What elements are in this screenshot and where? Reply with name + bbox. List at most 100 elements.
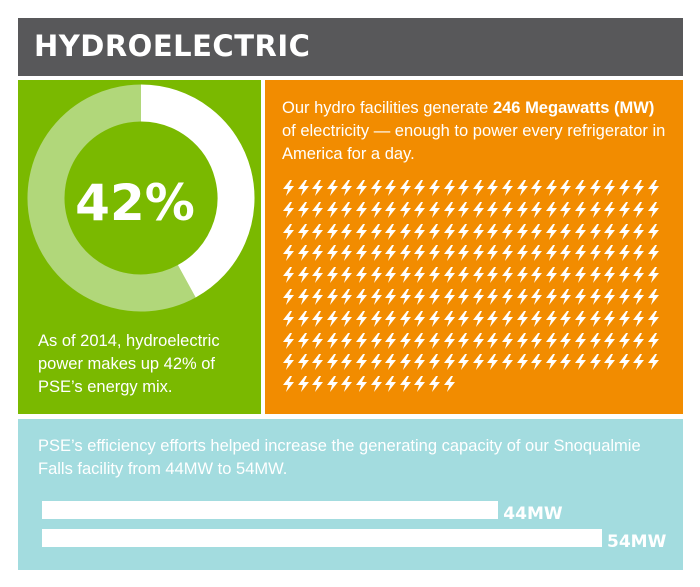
share-caption: As of 2014, hydroelectric power makes up… bbox=[38, 332, 220, 396]
lightning-bolt-icon bbox=[545, 180, 557, 196]
capacity-bar-label-44mw: 44MW bbox=[503, 504, 563, 524]
lightning-bolt-icon bbox=[414, 245, 426, 262]
lightning-bolt-icon bbox=[472, 180, 484, 196]
lightning-bolt-icon bbox=[487, 180, 499, 196]
lightning-bolt-icon bbox=[458, 245, 470, 262]
lightning-bolt-icon bbox=[560, 267, 572, 284]
lightning-bolt-icon bbox=[399, 245, 411, 262]
lightning-bolt-icon bbox=[458, 180, 470, 196]
lightning-bolt-icon bbox=[385, 245, 397, 262]
lightning-bolt-icon bbox=[414, 223, 426, 240]
lightning-bolt-icon bbox=[648, 289, 659, 305]
lightning-bolt-icon bbox=[618, 332, 630, 349]
lightning-bolt-icon bbox=[429, 223, 440, 240]
lightning-bolt-icon bbox=[283, 267, 294, 284]
lightning-bolt-icon bbox=[545, 332, 557, 349]
lightning-bolt-icon bbox=[341, 180, 353, 196]
lightning-bolt-icon bbox=[458, 332, 470, 349]
lightning-bolt-icon bbox=[443, 180, 455, 196]
lightning-bolt-icon bbox=[312, 332, 324, 349]
lightning-bolt-icon bbox=[560, 223, 572, 240]
lightning-bolt-icon bbox=[560, 245, 572, 262]
lightning-bolt-icon bbox=[312, 267, 324, 284]
lightning-bolt-icon bbox=[414, 180, 426, 196]
capacity-bar-44mw bbox=[42, 501, 499, 519]
lightning-bolt-icon bbox=[297, 201, 309, 218]
lightning-bolt-icon bbox=[341, 223, 353, 240]
lightning-bolt-icon bbox=[399, 223, 411, 240]
lightning-bolt-icon bbox=[356, 310, 367, 327]
lightning-bolt-icon bbox=[326, 289, 338, 305]
lightning-bolt-icon bbox=[414, 267, 426, 284]
lightning-bolt-icon bbox=[531, 223, 543, 240]
lightning-bolt-icon bbox=[326, 201, 338, 218]
lightning-bolt-icon bbox=[589, 289, 601, 305]
lightning-bolt-icon bbox=[297, 310, 309, 327]
lightning-bolt-icon bbox=[472, 267, 484, 284]
lightning-bolt-icon bbox=[633, 245, 645, 262]
lightning-bolt-icon bbox=[458, 267, 470, 284]
lightning-bolt-icon bbox=[414, 332, 426, 349]
lightning-bolt-icon bbox=[575, 245, 586, 262]
lightning-bolt-icon bbox=[297, 376, 309, 393]
lightning-bolt-icon bbox=[633, 267, 645, 284]
lightning-bolt-icon bbox=[399, 267, 411, 284]
lightning-bolt-icon bbox=[385, 310, 397, 327]
lightning-bolt-icon bbox=[604, 267, 616, 284]
lightning-bolt-icon bbox=[458, 310, 470, 327]
lightning-bolt-icon bbox=[341, 332, 353, 349]
lightning-bolt-icon bbox=[589, 201, 601, 218]
lightning-bolt-icon bbox=[516, 245, 528, 262]
lightning-bolt-icon bbox=[385, 180, 397, 196]
lightning-bolt-icon bbox=[385, 354, 397, 371]
lightning-bolt-icon bbox=[589, 310, 601, 327]
lightning-bolt-icon bbox=[399, 376, 411, 393]
lightning-bolt-icon bbox=[356, 354, 367, 371]
lightning-bolt-icon bbox=[399, 332, 411, 349]
lightning-bolt-icon bbox=[312, 180, 324, 196]
lightning-bolt-icon bbox=[531, 289, 543, 305]
lightning-bolt-icon bbox=[370, 223, 382, 240]
lightning-bolt-icon bbox=[370, 332, 382, 349]
lightning-bolt-icon bbox=[531, 201, 543, 218]
lightning-bolt-icon bbox=[341, 267, 353, 284]
lightning-bolt-icon bbox=[618, 201, 630, 218]
lightning-bolt-icon bbox=[341, 289, 353, 305]
lightning-bolt-icon bbox=[414, 376, 426, 393]
lightning-bolt-icon bbox=[545, 289, 557, 305]
lightning-bolt-icon bbox=[399, 201, 411, 218]
lightning-bolt-icon bbox=[326, 310, 338, 327]
lightning-bolt-icon bbox=[429, 354, 440, 371]
lightning-bolt-icon bbox=[560, 180, 572, 196]
lightning-bolt-icon bbox=[312, 354, 324, 371]
lightning-bolt-icon bbox=[429, 289, 440, 305]
lightning-bolt-icon bbox=[472, 332, 484, 349]
lightning-bolt-icon bbox=[385, 289, 397, 305]
lightning-bolt-icon bbox=[458, 201, 470, 218]
lightning-bolt-icon bbox=[472, 245, 484, 262]
lightning-bolt-icon bbox=[297, 267, 309, 284]
lightning-bolt-icon bbox=[283, 223, 294, 240]
lightning-bolt-icon bbox=[487, 245, 499, 262]
lightning-bolt-icon bbox=[341, 245, 353, 262]
lightning-bolt-icon bbox=[312, 310, 324, 327]
share-percentage: 42% bbox=[75, 174, 195, 232]
lightning-bolt-icon bbox=[618, 289, 630, 305]
lightning-bolt-icon bbox=[458, 354, 470, 371]
lightning-bolt-icon bbox=[516, 289, 528, 305]
lightning-bolt-icon bbox=[618, 223, 630, 240]
lightning-bolt-icon bbox=[326, 245, 338, 262]
lightning-bolt-icon bbox=[531, 245, 543, 262]
lightning-bolt-icon bbox=[385, 332, 397, 349]
lightning-bolt-icon bbox=[516, 354, 528, 371]
lightning-bolt-icon bbox=[531, 332, 543, 349]
lightning-bolt-icon bbox=[502, 245, 513, 262]
lightning-bolt-icon bbox=[472, 201, 484, 218]
header-banner: HYDROELECTRIC bbox=[18, 18, 683, 76]
lightning-bolt-icon bbox=[429, 267, 440, 284]
lightning-bolt-icon bbox=[648, 332, 659, 349]
lightning-bolt-icon bbox=[604, 180, 616, 196]
capacity-text-end: of electricity — enough to power every r… bbox=[282, 122, 666, 163]
lightning-bolt-icon bbox=[575, 310, 586, 327]
lightning-bolt-icon bbox=[312, 223, 324, 240]
